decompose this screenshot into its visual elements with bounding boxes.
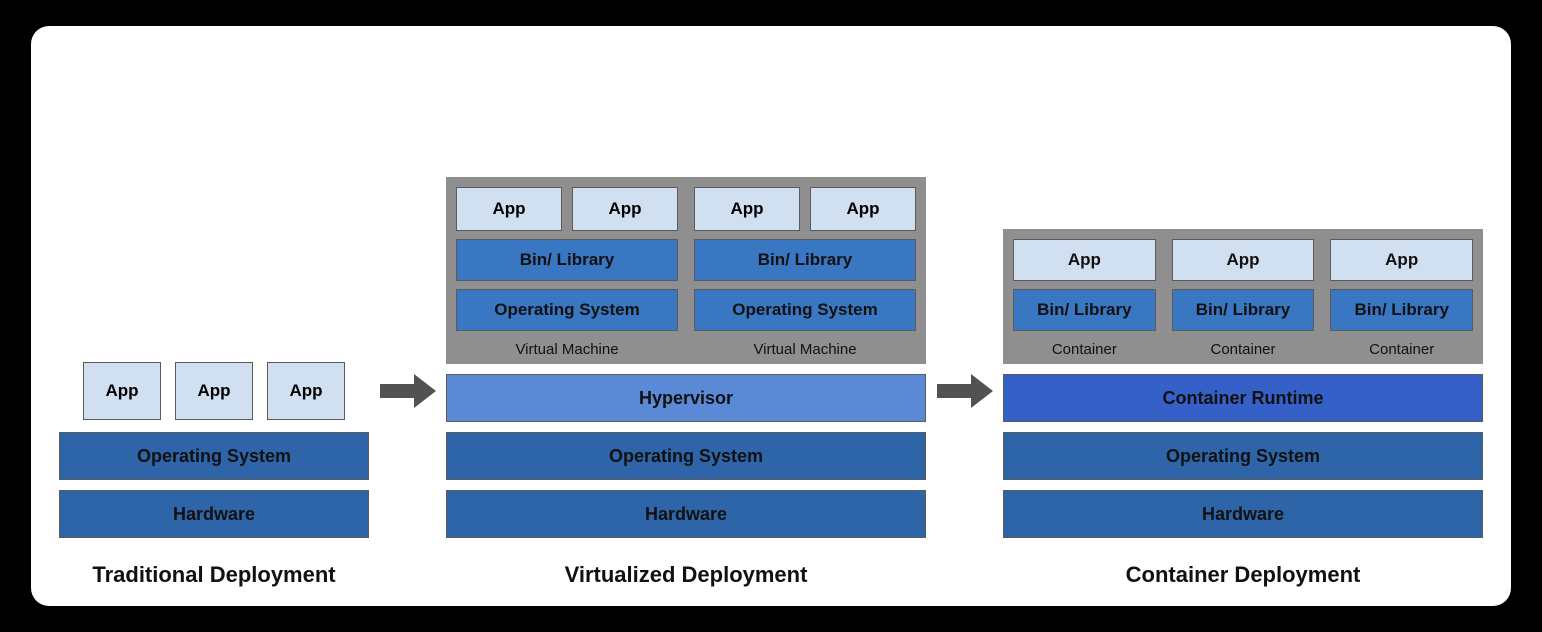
hardware-box: Hardware (446, 490, 926, 538)
app-box: App (267, 362, 345, 420)
app-box: App (175, 362, 253, 420)
column-virtualized: App App Bin/ Library Operating System Vi… (446, 177, 926, 588)
container-cell: App Bin/ Library Container (1166, 229, 1325, 364)
guest-os-box: Operating System (694, 289, 916, 331)
vm-label: Virtual Machine (694, 339, 916, 358)
vm-cell: App App Bin/ Library Operating System Vi… (446, 177, 688, 364)
app-box: App (1330, 239, 1473, 281)
diagram-panel: App App App Operating System Hardware Tr… (31, 26, 1511, 606)
arrow-icon (378, 374, 438, 408)
columns: App App App Operating System Hardware Tr… (59, 48, 1483, 588)
arrow-icon (935, 374, 995, 408)
traditional-apps-row: App App App (59, 362, 369, 420)
app-box: App (1172, 239, 1315, 281)
vm-label: Virtual Machine (456, 339, 678, 358)
column-title: Traditional Deployment (92, 562, 335, 588)
hypervisor-box: Hypervisor (446, 374, 926, 422)
bin-library-box: Bin/ Library (1330, 289, 1473, 331)
container-label: Container (1172, 339, 1315, 358)
hardware-box: Hardware (1003, 490, 1483, 538)
container-runtime-box: Container Runtime (1003, 374, 1483, 422)
column-traditional: App App App Operating System Hardware Tr… (59, 362, 369, 588)
container-cell: App Bin/ Library Container (1003, 229, 1166, 364)
container-label: Container (1013, 339, 1156, 358)
column-container: App Bin/ Library Container App Bin/ Libr… (1003, 229, 1483, 588)
vm-cell: App App Bin/ Library Operating System Vi… (688, 177, 926, 364)
bin-library-box: Bin/ Library (694, 239, 916, 281)
column-title: Virtualized Deployment (565, 562, 808, 588)
virtualized-stack: App App Bin/ Library Operating System Vi… (446, 177, 926, 538)
app-box: App (810, 187, 916, 231)
bin-library-box: Bin/ Library (1013, 289, 1156, 331)
app-box: App (1013, 239, 1156, 281)
os-box: Operating System (446, 432, 926, 480)
traditional-stack: App App App Operating System Hardware (59, 362, 369, 538)
app-box: App (456, 187, 562, 231)
container-cell: App Bin/ Library Container (1324, 229, 1483, 364)
bin-library-box: Bin/ Library (456, 239, 678, 281)
container-group-row: App Bin/ Library Container App Bin/ Libr… (1003, 229, 1483, 364)
app-box: App (83, 362, 161, 420)
hardware-box: Hardware (59, 490, 369, 538)
guest-os-box: Operating System (456, 289, 678, 331)
app-box: App (694, 187, 800, 231)
container-stack: App Bin/ Library Container App Bin/ Libr… (1003, 229, 1483, 538)
bin-library-box: Bin/ Library (1172, 289, 1315, 331)
container-label: Container (1330, 339, 1473, 358)
os-box: Operating System (1003, 432, 1483, 480)
vm-group-row: App App Bin/ Library Operating System Vi… (446, 177, 926, 364)
app-box: App (572, 187, 678, 231)
column-title: Container Deployment (1126, 562, 1361, 588)
os-box: Operating System (59, 432, 369, 480)
